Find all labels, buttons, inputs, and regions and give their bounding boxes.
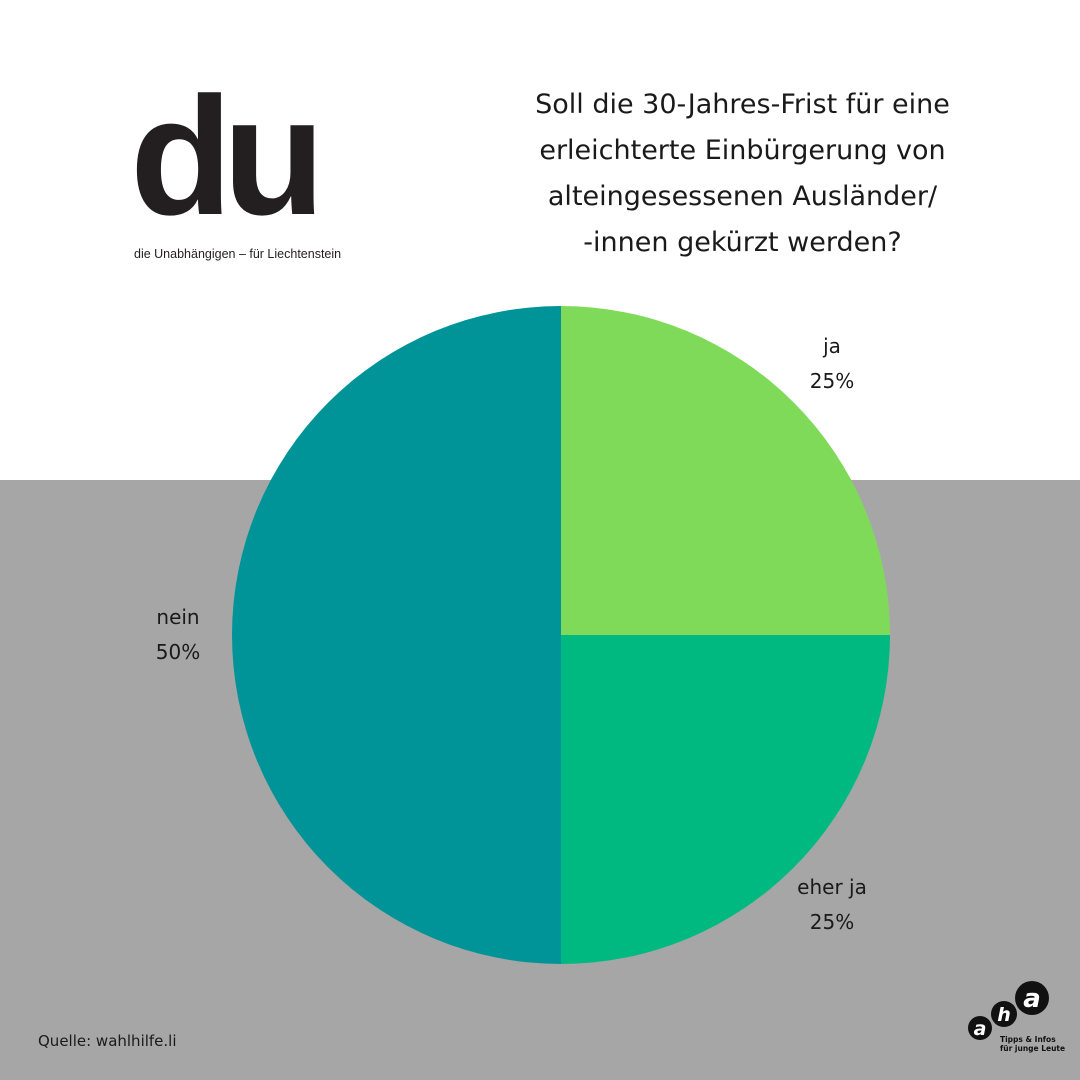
chart-title-line: Soll die 30-Jahres-Frist für eine [535, 89, 950, 120]
chart-title-line: -innen gekürzt werden? [583, 227, 902, 258]
source-note: Quelle: wahlhilfe.li [38, 1032, 177, 1050]
chart-title-line: erleichterte Einbürgerung von [539, 135, 946, 166]
slice-value-label: 25% [810, 369, 854, 393]
du-logo: du die Unabhängigen – für Liechtenstein [130, 72, 342, 272]
chart-title-line: alteingesessenen Ausländer/ [547, 181, 938, 212]
aha-tagline-line: für junge Leute [1000, 1044, 1065, 1053]
slice-label: eher ja [797, 875, 867, 899]
du-logo-mark: du [130, 62, 325, 250]
slice-value-label: 50% [156, 640, 200, 664]
chart-title: Soll die 30-Jahres-Frist für eine erleic… [470, 82, 1015, 266]
slice-value-label: 25% [810, 910, 854, 934]
aha-tagline-line: Tipps & Infos [1000, 1035, 1056, 1044]
aha-letter-3: a [1023, 984, 1041, 1014]
pie-slice-nein [232, 306, 561, 964]
aha-letter-1: a [974, 1018, 987, 1040]
aha-logo-mark: a h a [968, 981, 1049, 1040]
slice-label: nein [156, 605, 199, 629]
pie-slice-ja [561, 306, 890, 635]
slice-label: ja [822, 334, 841, 358]
du-logo-tagline: die Unabhängigen – für Liechtenstein [134, 247, 342, 261]
aha-letter-2: h [997, 1004, 1011, 1026]
aha-logo: a h a Tipps & Infos für junge Leute [968, 981, 1065, 1053]
pie-slice-eher-ja [561, 635, 890, 964]
